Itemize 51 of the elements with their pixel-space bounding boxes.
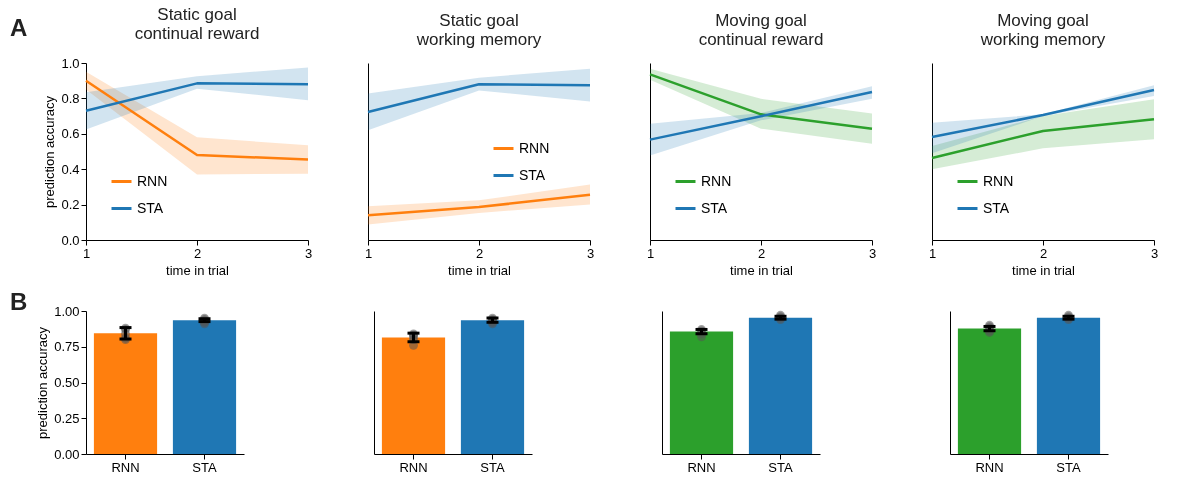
legend-label: STA xyxy=(701,199,728,216)
y-tick-label: 0.0 xyxy=(61,232,80,248)
legend-label: RNN xyxy=(519,139,550,156)
y-tick-label: 0.75 xyxy=(54,339,80,355)
text: A xyxy=(10,14,28,42)
chart-title: Moving goal working memory xyxy=(979,11,1106,49)
x-tick-label: 1 xyxy=(364,245,373,261)
y-tick-label: 0.50 xyxy=(54,375,80,390)
x-tick-label: STA xyxy=(768,459,793,475)
y-tick-label: 1.00 xyxy=(54,303,80,319)
chart-title: Static goal continual reward xyxy=(134,5,260,43)
legend-label: STA xyxy=(519,166,546,183)
x-tick-label: STA xyxy=(1056,459,1081,475)
legend-label: STA xyxy=(137,199,164,216)
x-tick-label: 1 xyxy=(928,245,937,261)
x-tick-label: 2 xyxy=(1039,245,1048,261)
x-tick-label: 2 xyxy=(475,245,484,261)
x-tick-label: 2 xyxy=(193,245,202,261)
y-tick-label: 0.2 xyxy=(61,197,80,213)
y-tick-label: 0.8 xyxy=(61,90,80,106)
x-tick-label: RNN xyxy=(975,459,1004,475)
x-tick-label: 3 xyxy=(586,245,595,261)
x-tick-label: 3 xyxy=(1150,245,1159,261)
legend-label: RNN xyxy=(983,172,1014,189)
x-tick-label: 1 xyxy=(82,245,91,261)
y-tick-label: 0.25 xyxy=(54,410,80,426)
x-axis-title: time in trial xyxy=(166,262,230,278)
chart-title: Static goal working memory xyxy=(415,11,542,49)
chart-title: Moving goal continual reward xyxy=(698,11,824,49)
x-axis-title: time in trial xyxy=(1012,262,1076,278)
y-tick-label: 0.00 xyxy=(54,446,80,462)
x-axis-title: time in trial xyxy=(448,262,512,278)
y-axis-title: prediction accuracy xyxy=(42,95,58,208)
x-tick-label: RNN xyxy=(111,459,140,475)
legend-label: RNN xyxy=(137,172,168,189)
y-tick-label: 0.4 xyxy=(61,161,80,177)
x-tick-label: RNN xyxy=(399,459,428,475)
x-tick-label: STA xyxy=(192,459,217,475)
x-axis-title: time in trial xyxy=(730,262,794,278)
x-tick-label: RNN xyxy=(687,459,716,475)
x-tick-label: 1 xyxy=(646,245,655,261)
y-axis-title: prediction accuracy xyxy=(35,326,51,439)
x-tick-label: 3 xyxy=(868,245,877,261)
legend-label: RNN xyxy=(701,172,732,189)
y-tick-label: 1.0 xyxy=(61,55,80,71)
x-tick-label: STA xyxy=(480,459,505,475)
legend-label: STA xyxy=(983,199,1010,216)
y-tick-label: 0.6 xyxy=(61,126,80,142)
x-tick-label: 2 xyxy=(757,245,766,261)
x-tick-label: 3 xyxy=(304,245,313,261)
text: B xyxy=(10,288,28,316)
